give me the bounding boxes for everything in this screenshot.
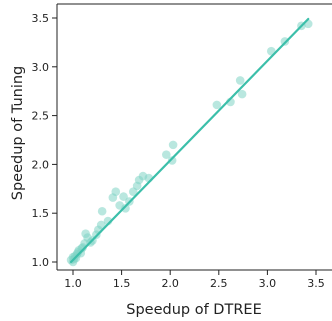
data-point	[237, 89, 247, 99]
data-point	[162, 150, 171, 159]
y-tick-label: 2.5	[32, 110, 50, 123]
y-tick-label: 1.5	[32, 207, 50, 220]
data-point	[119, 192, 128, 201]
data-point	[111, 187, 121, 197]
x-tick-label: 2.0	[161, 277, 179, 290]
data-point	[235, 76, 245, 85]
x-tick-label: 1.5	[113, 277, 131, 290]
y-tick-label: 3.5	[32, 12, 50, 25]
data-point	[212, 100, 222, 110]
y-tick-label: 1.0	[32, 256, 50, 269]
fit-line-layer	[69, 17, 310, 264]
data-point	[167, 156, 177, 165]
y-tick-label: 3.0	[32, 61, 50, 74]
data-point	[121, 204, 130, 213]
fit-line	[69, 17, 310, 264]
x-tick-label: 1.0	[64, 277, 82, 290]
x-axis-label: Speedup of DTREE	[126, 302, 261, 318]
axes: 1.0 1.5 2.0 2.5 3.0 3.5 1.0 1.5 2.0 2.5 3.0 3.5	[32, 3, 332, 290]
data-point	[96, 220, 106, 230]
y-tick-label: 2.0	[32, 158, 50, 171]
x-tick-label: 2.5	[210, 277, 228, 290]
data-point	[97, 206, 107, 216]
data-point	[168, 140, 178, 150]
y-axis-label: Speedup of Tuning	[10, 66, 26, 201]
x-tick-label: 3.0	[259, 277, 277, 290]
x-tick-label: 3.5	[307, 277, 325, 290]
